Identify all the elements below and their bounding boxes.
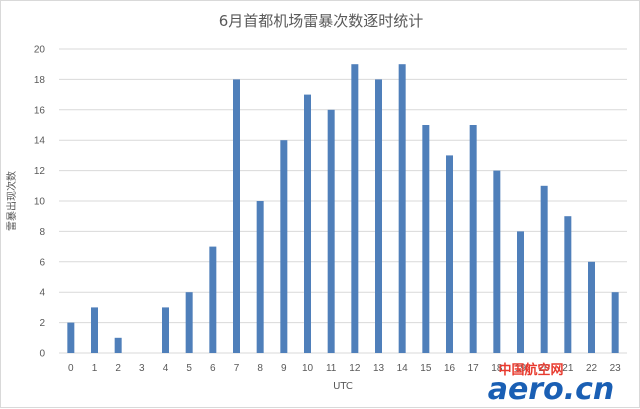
x-tick-label: 22 xyxy=(586,363,598,374)
bar-13 xyxy=(375,79,382,354)
bar-18 xyxy=(493,170,501,353)
x-tick-label: 14 xyxy=(397,363,409,374)
y-tick-label: 2 xyxy=(39,318,45,329)
y-tick-label: 8 xyxy=(39,227,45,238)
x-tick-label: 23 xyxy=(610,363,622,374)
x-axis-label: UTC xyxy=(333,381,353,392)
x-tick-label: 4 xyxy=(163,363,169,374)
x-tick-label: 12 xyxy=(349,363,361,374)
bar-1 xyxy=(91,307,98,353)
x-tick-label: 18 xyxy=(491,363,503,374)
y-tick-label: 12 xyxy=(34,166,46,177)
x-tick-label: 16 xyxy=(444,363,456,374)
watermark-en: aero.cn xyxy=(488,372,615,407)
y-axis-ticks: 0 2 4 6 8 10 12 14 16 18 20 xyxy=(34,45,46,360)
x-tick-label: 20 xyxy=(539,363,551,374)
bar-16 xyxy=(446,155,453,353)
bar-8 xyxy=(256,201,264,353)
bar-12 xyxy=(351,64,359,353)
x-tick-label: 13 xyxy=(373,363,385,374)
bar-0 xyxy=(67,322,75,353)
bar-11 xyxy=(327,109,335,353)
bars xyxy=(67,64,619,354)
x-tick-label: 3 xyxy=(139,363,145,374)
x-tick-label: 17 xyxy=(468,363,480,374)
y-tick-label: 10 xyxy=(34,197,46,208)
y-tick-label: 4 xyxy=(39,288,45,299)
bar-5 xyxy=(185,292,193,353)
bar-7 xyxy=(233,79,240,354)
bar-4 xyxy=(162,307,169,353)
x-tick-label: 7 xyxy=(234,363,240,374)
bar-19 xyxy=(517,231,524,353)
watermark: 中国航空网 aero.cn xyxy=(488,362,615,407)
bar-17 xyxy=(469,125,477,353)
bar-21 xyxy=(564,216,572,353)
y-tick-label: 16 xyxy=(34,105,46,116)
x-tick-label: 2 xyxy=(115,363,121,374)
bar-20 xyxy=(540,185,548,353)
gridlines xyxy=(59,48,627,354)
watermark-cn: 中国航空网 xyxy=(498,362,563,378)
x-tick-label: 0 xyxy=(68,363,74,374)
x-tick-label: 1 xyxy=(92,363,98,374)
bar-10 xyxy=(304,94,311,353)
x-tick-label: 9 xyxy=(281,363,287,374)
y-tick-label: 20 xyxy=(34,45,46,56)
y-tick-label: 0 xyxy=(39,349,45,360)
x-tick-label: 19 xyxy=(515,363,527,374)
bar-23 xyxy=(611,292,619,353)
bar-9 xyxy=(280,140,288,353)
bar-22 xyxy=(588,261,595,353)
y-axis-label: 雷暴出现次数 xyxy=(5,171,18,231)
bar-2 xyxy=(114,337,122,353)
chart-title: 6月首都机场雷暴次数逐时统计 xyxy=(219,12,424,30)
x-tick-label: 10 xyxy=(302,363,314,374)
bar-14 xyxy=(398,64,406,353)
x-tick-label: 8 xyxy=(257,363,263,374)
y-tick-label: 14 xyxy=(34,136,46,147)
bar-6 xyxy=(209,246,217,353)
y-tick-label: 18 xyxy=(34,75,46,86)
x-tick-label: 5 xyxy=(186,363,192,374)
x-axis-ticks: 0 1 2 3 4 5 6 7 8 9 10 11 12 13 14 15 16 17 18 19 20 21 22 23 xyxy=(68,363,621,374)
y-tick-label: 6 xyxy=(39,257,45,268)
x-tick-label: 21 xyxy=(562,363,574,374)
x-tick-label: 15 xyxy=(420,363,432,374)
bar-15 xyxy=(422,125,430,353)
x-tick-label: 11 xyxy=(326,363,337,374)
x-tick-label: 6 xyxy=(210,363,216,374)
